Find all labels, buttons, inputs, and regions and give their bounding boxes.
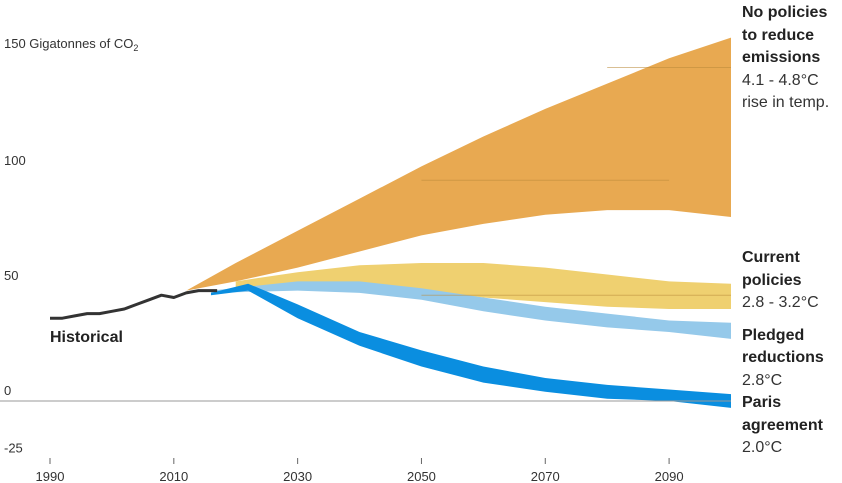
y-axis-title: 150 Gigatonnes of CO2 xyxy=(4,36,138,53)
label-no-policies-line3: emissions xyxy=(742,49,820,66)
band-pledged-reductions xyxy=(210,281,732,339)
label-current-range: 2.8 - 3.2°C xyxy=(742,294,819,311)
label-no-policies-line2: to reduce xyxy=(742,27,814,44)
label-paris-range: 2.0°C xyxy=(742,439,782,456)
label-no-policies-range: 4.1 - 4.8°C xyxy=(742,72,819,89)
x-tick-2010: 2010 xyxy=(159,469,188,483)
label-pledged-range: 2.8°C xyxy=(742,372,782,389)
y-tick-100: 100 xyxy=(4,153,26,168)
y-axis-ticks: 100 50 0 -25 xyxy=(4,153,26,456)
label-pledged-reductions: Pledged reductions 2.8°C xyxy=(742,327,824,389)
label-no-policies-line1: No policies xyxy=(742,4,827,21)
x-tick-2050: 2050 xyxy=(407,469,436,483)
x-axis-ticks: 1990 2010 2030 2050 2070 2090 xyxy=(36,458,684,483)
scenario-bands xyxy=(186,37,732,408)
label-pledged-line2: reductions xyxy=(742,349,824,366)
y-tick-0: 0 xyxy=(4,383,11,398)
historical-series-line xyxy=(50,289,218,320)
label-current-line1: Current xyxy=(742,249,800,266)
y-tick-50: 50 xyxy=(4,268,18,283)
band-current-policies xyxy=(235,263,731,309)
x-tick-2070: 2070 xyxy=(531,469,560,483)
label-current-policies: Current policies 2.8 - 3.2°C xyxy=(742,249,819,311)
label-no-policies: No policies to reduce emissions 4.1 - 4.… xyxy=(742,4,829,111)
label-current-line2: policies xyxy=(742,272,802,289)
band-paris-agreement xyxy=(210,283,732,408)
band-no-policies xyxy=(186,37,731,291)
y-tick-neg25: -25 xyxy=(4,441,23,456)
label-historical: Historical xyxy=(50,329,123,346)
x-tick-2030: 2030 xyxy=(283,469,312,483)
label-no-policies-note: rise in temp. xyxy=(742,94,829,111)
label-paris-line2: agreement xyxy=(742,417,824,434)
label-pledged-line1: Pledged xyxy=(742,327,804,344)
x-tick-2090: 2090 xyxy=(655,469,684,483)
label-paris-agreement: Paris agreement 2.0°C xyxy=(742,394,824,456)
label-paris-line1: Paris xyxy=(742,394,781,411)
x-tick-1990: 1990 xyxy=(36,469,65,483)
band-center-lines xyxy=(421,67,731,296)
